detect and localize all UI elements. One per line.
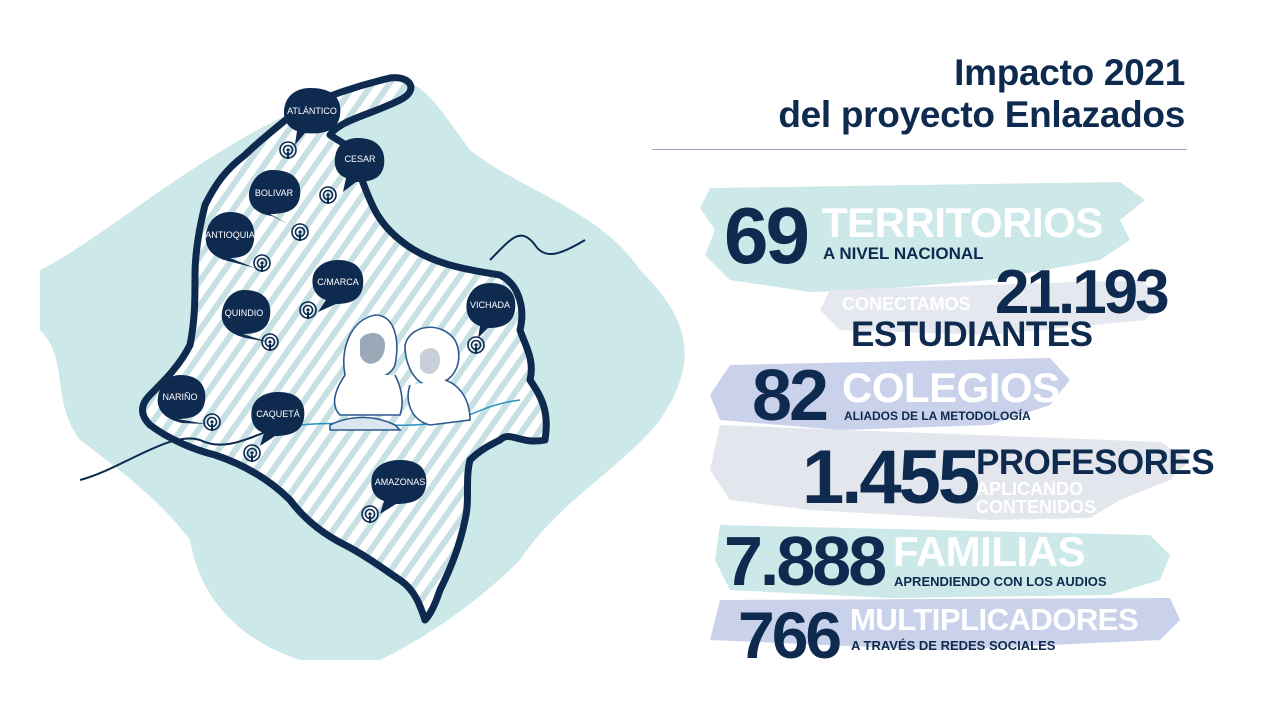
stat-detail-line1: APLICANDO — [976, 479, 1083, 499]
page-title-line1: Impacto 2021 — [954, 52, 1185, 93]
page-title-line2: del proyecto Enlazados — [778, 94, 1185, 135]
stat-number: 69 — [724, 191, 810, 280]
pin-antioquia: ANTIOQUIA — [205, 212, 271, 273]
stat-detail: ALIADOS DE LA METODOLOGÍA — [844, 409, 1031, 423]
svg-text:CAQUETÁ: CAQUETÁ — [256, 409, 300, 419]
stat-detail-line2: CONTENIDOS — [976, 497, 1097, 517]
pin-caqueta: CAQUETÁ — [243, 392, 305, 463]
stat-detail: A NIVEL NACIONAL — [823, 244, 984, 263]
pin-atlantico: ATLÁNTICO — [279, 88, 341, 160]
stat-category: ESTUDIANTES — [851, 315, 1093, 354]
stat-profesores: 1.455 — [802, 440, 980, 516]
stat-category: MULTIPLICADORES — [850, 602, 1139, 637]
stat-number: 82 — [752, 356, 829, 436]
pin-amazonas: AMAZONAS — [361, 460, 427, 524]
svg-text:CESAR: CESAR — [344, 154, 376, 164]
stat-colegios: 82 — [752, 360, 829, 432]
stat-category: PROFESORES — [976, 443, 1215, 482]
svg-text:QUINDIO: QUINDIO — [225, 308, 264, 318]
stat-number: 21.193 — [995, 258, 1170, 327]
pin-quindio: QUINDIO — [221, 290, 279, 352]
title-divider — [652, 149, 1187, 150]
colombia-map-illustration: ATLÁNTICO CESAR BOLIVAR ANTIOQUIA C/MARC… — [40, 74, 685, 661]
stat-detail: CONECTAMOS — [842, 294, 971, 314]
title-block: Impacto 2021 del proyecto Enlazados — [778, 52, 1185, 136]
svg-text:BOLIVAR: BOLIVAR — [255, 188, 294, 198]
stat-detail: A TRAVÉS DE REDES SOCIALES — [851, 638, 1056, 653]
stat-number: 1.455 — [802, 435, 980, 520]
pin-vichada: VICHADA — [466, 283, 516, 355]
stat-estudiantes: 21.193 — [995, 262, 1170, 324]
svg-text:AMAZONAS: AMAZONAS — [375, 477, 426, 487]
stat-number: 766 — [738, 598, 842, 672]
stat-multiplicadores: 766 — [738, 602, 842, 668]
svg-text:ATLÁNTICO: ATLÁNTICO — [287, 106, 337, 116]
stat-territorios: 69 — [724, 196, 810, 276]
children-reading-illustration — [329, 314, 471, 431]
stat-category: FAMILIAS — [893, 528, 1086, 575]
stat-familias: 7.888 — [724, 526, 887, 596]
pin-bolivar: BOLIVAR — [248, 170, 309, 242]
svg-text:VICHADA: VICHADA — [470, 300, 510, 310]
stat-number: 7.888 — [724, 522, 887, 600]
pin-cmarca: C/MARCA — [299, 260, 364, 320]
stats-brush-background — [700, 182, 1190, 650]
stat-category: COLEGIOS — [842, 364, 1060, 411]
svg-text:NARIÑO: NARIÑO — [162, 392, 197, 402]
svg-text:C/MARCA: C/MARCA — [317, 277, 359, 287]
stat-detail: APRENDIENDO CON LOS AUDIOS — [894, 574, 1107, 589]
pin-narino: NARIÑO — [157, 375, 221, 432]
pin-cesar: CESAR — [319, 138, 385, 205]
stat-category: TERRITORIOS — [822, 199, 1103, 246]
svg-text:ANTIOQUIA: ANTIOQUIA — [205, 230, 255, 240]
